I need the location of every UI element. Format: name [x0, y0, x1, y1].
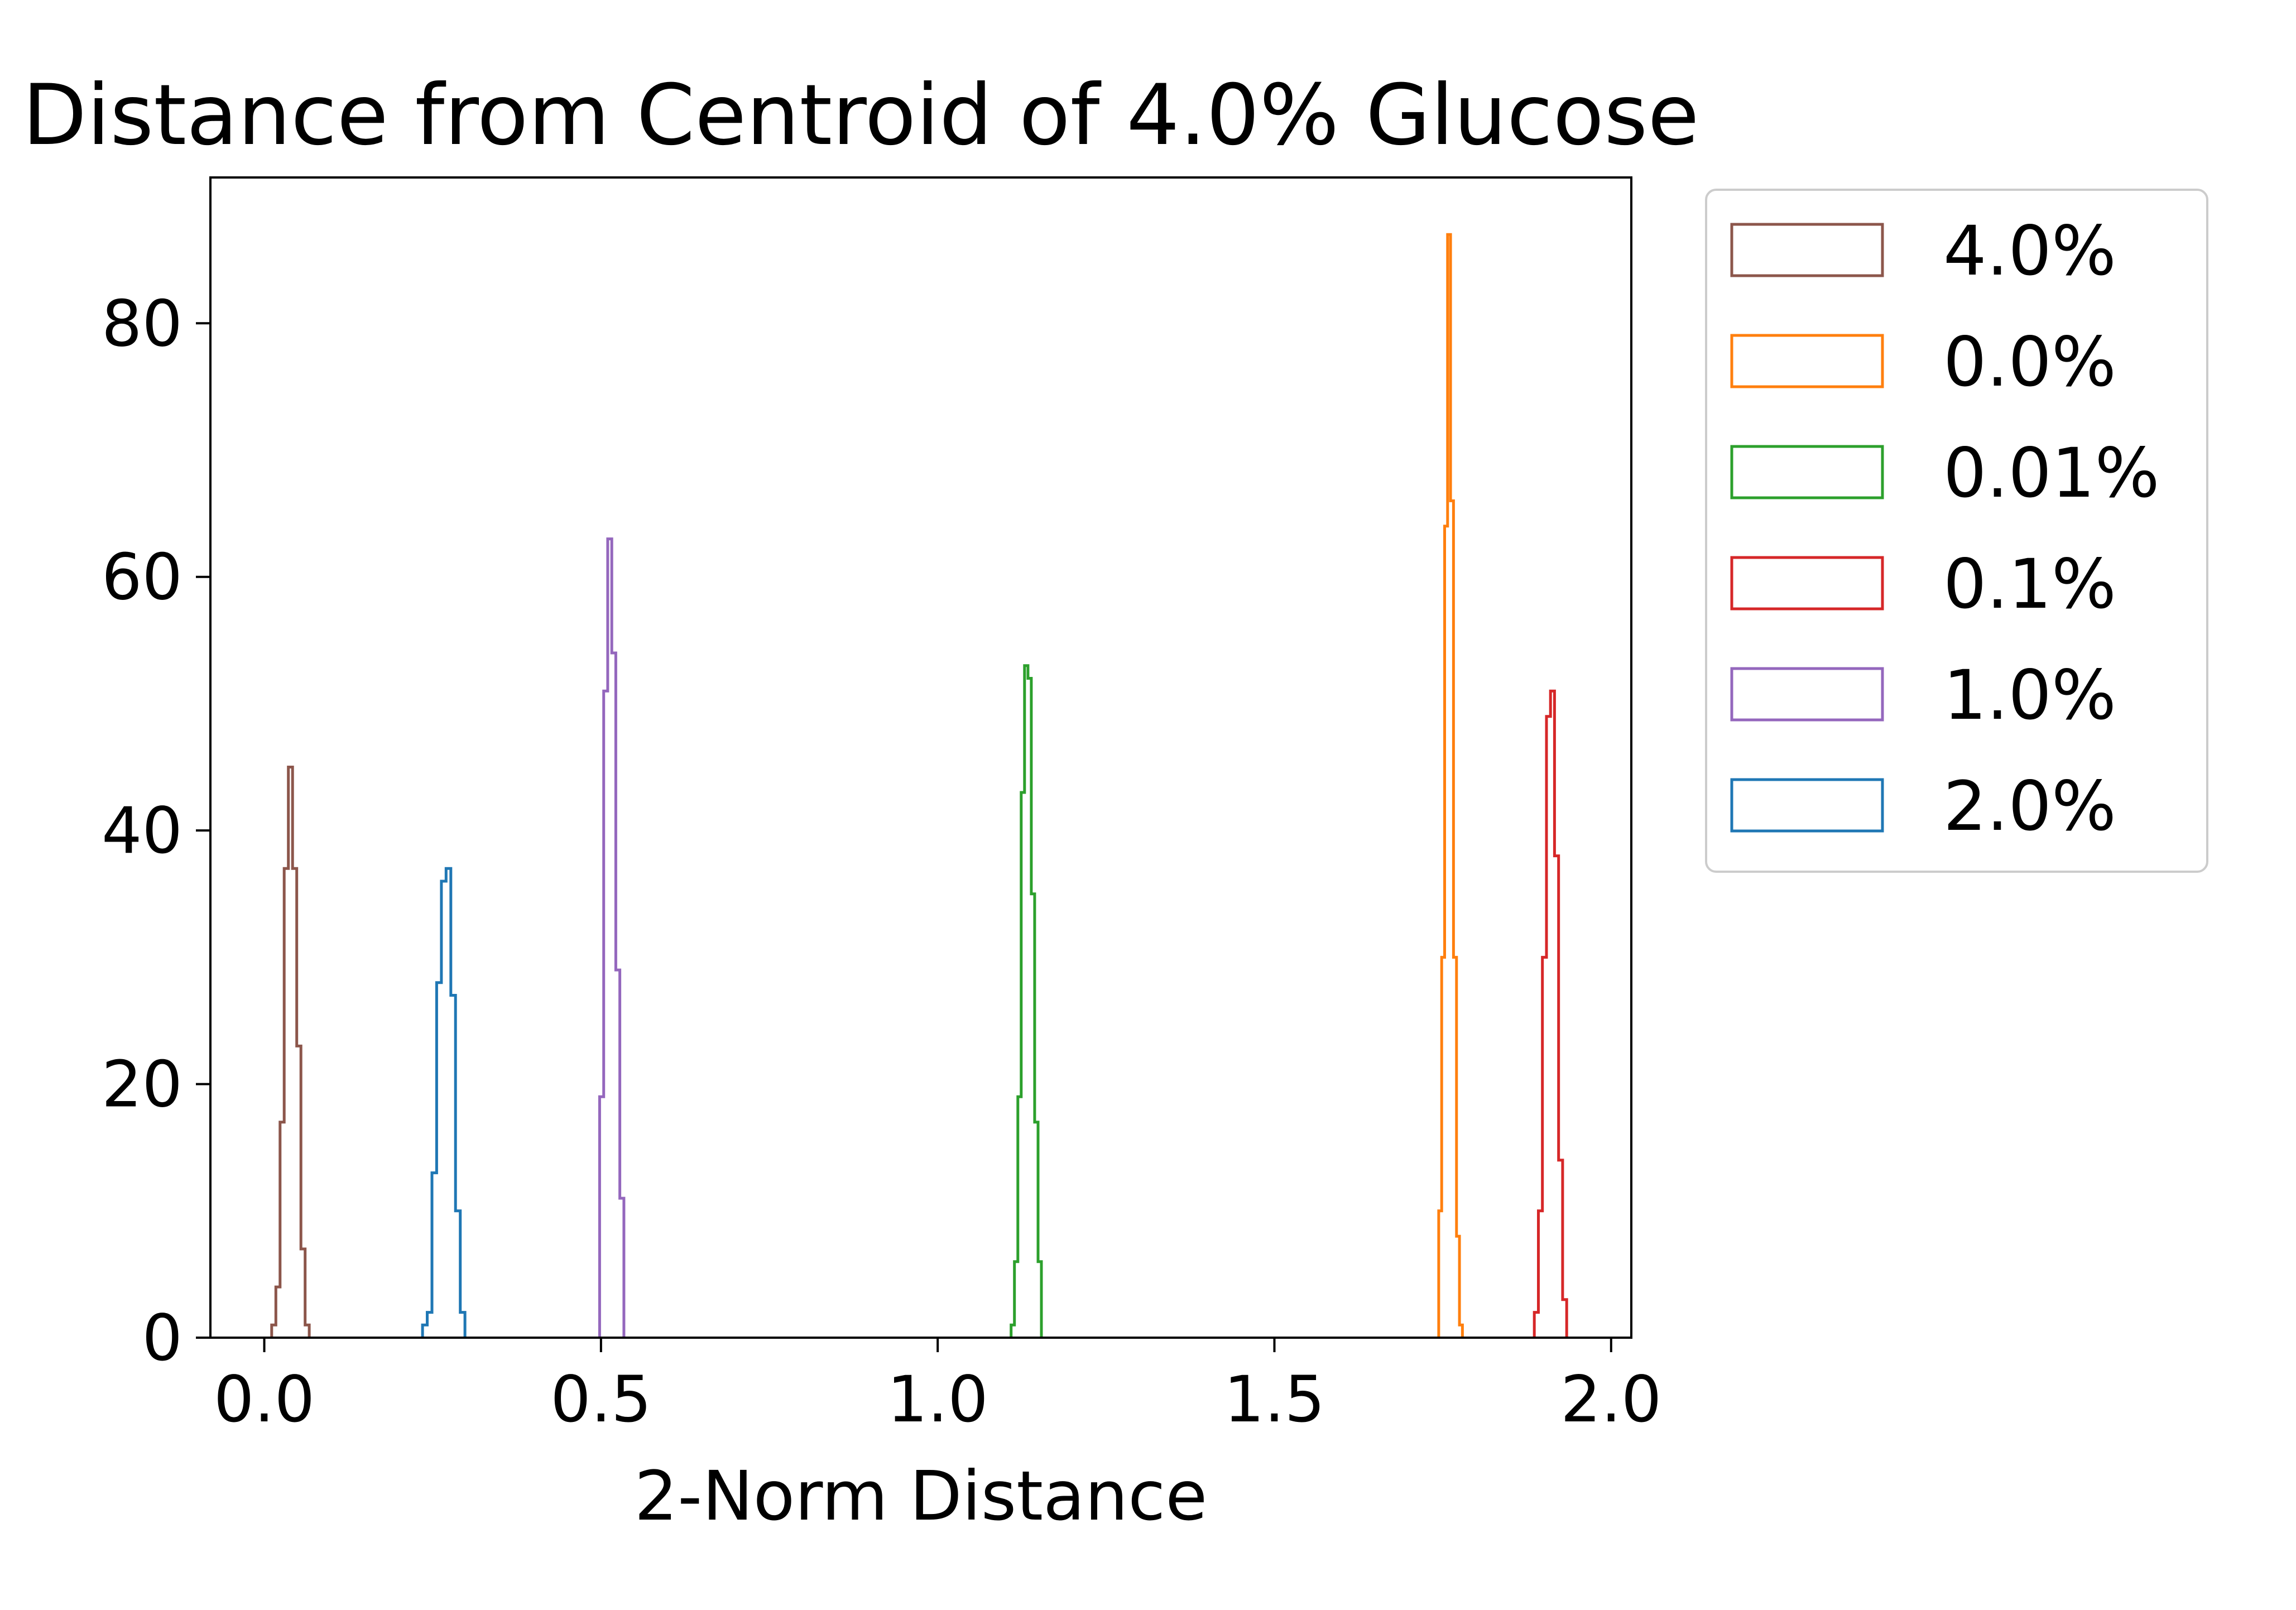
histogram-series-1 — [1437, 233, 1464, 1338]
legend-label: 0.0% — [1943, 323, 2116, 402]
histogram-series-0 — [270, 766, 311, 1338]
legend-box — [1705, 189, 2208, 873]
legend-label: 0.01% — [1943, 434, 2160, 513]
legend-swatch — [1730, 445, 1884, 499]
legend: 4.0% 0.0% 0.01% 0.1% 1.0% 2.0% — [1705, 189, 2208, 873]
legend-swatch — [1730, 556, 1884, 611]
chart-title: Distance from Centroid of 4.0% Glucose — [22, 67, 1699, 164]
histogram-series-3 — [1533, 689, 1568, 1338]
y-tick-label: 40 — [102, 794, 182, 868]
y-tick-label: 80 — [102, 286, 182, 361]
legend-swatch — [1730, 223, 1884, 277]
y-tick-label: 20 — [102, 1047, 182, 1122]
y-tick-label: 0 — [142, 1301, 182, 1375]
x-tick-label: 1.5 — [1224, 1362, 1325, 1436]
legend-label: 4.0% — [1943, 212, 2116, 291]
histogram-series-4 — [598, 537, 626, 1338]
histogram-series-2 — [1010, 664, 1043, 1338]
legend-label: 2.0% — [1943, 767, 2116, 846]
plot-area — [270, 233, 1568, 1338]
legend-label: 1.0% — [1943, 656, 2116, 735]
axes-frame — [209, 176, 1632, 1339]
x-tick-label: 2.0 — [1560, 1362, 1661, 1436]
x-tick-label: 0.5 — [550, 1362, 651, 1436]
histogram-series-5 — [421, 867, 467, 1338]
legend-swatch — [1730, 778, 1884, 833]
legend-swatch — [1730, 667, 1884, 722]
x-tick-label: 0.0 — [214, 1362, 315, 1436]
y-tick-label: 60 — [102, 540, 182, 614]
y-axis: 0 20 40 60 80 — [102, 286, 210, 1375]
legend-label: 0.1% — [1943, 545, 2116, 624]
x-axis-label: 2-Norm Distance — [635, 1457, 1208, 1536]
x-axis: 0.0 0.5 1.0 1.5 2.0 — [214, 1338, 1661, 1436]
legend-swatch — [1730, 334, 1884, 388]
x-tick-label: 1.0 — [887, 1362, 988, 1436]
